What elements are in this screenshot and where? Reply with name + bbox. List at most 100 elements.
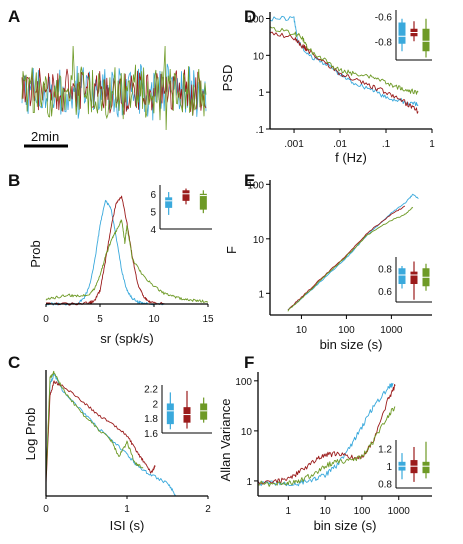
panel-d-y-label: PSD bbox=[220, 65, 235, 92]
panel-c-line-blue bbox=[45, 373, 176, 496]
panel-b-y-label: Prob bbox=[28, 240, 43, 267]
panel-letter-b: B bbox=[8, 171, 20, 190]
panel-e-inset-boxplot: 0.6 0.8 bbox=[378, 257, 432, 303]
panel-letter-f: F bbox=[244, 353, 254, 372]
panel-f-inset-tick-1: 1 bbox=[386, 462, 392, 473]
panel-e-x-label: bin size (s) bbox=[320, 337, 383, 352]
panel-b-x-tick-2: 10 bbox=[148, 314, 160, 325]
panel-f-y-tick-1: 10 bbox=[241, 427, 253, 438]
panel-d-x-label: f (Hz) bbox=[335, 150, 367, 165]
panel-b-lines bbox=[45, 195, 209, 306]
panel-d-inset-tick-1: -0.6 bbox=[375, 12, 393, 23]
panel-b-inset-tick-1: 5 bbox=[150, 207, 156, 218]
panel-e-ticks: 10 100 1000 1 10 100 bbox=[247, 180, 403, 336]
scale-bar-label: 2min bbox=[31, 129, 59, 144]
panel-f-inset-tick-0: 0.8 bbox=[378, 480, 392, 491]
panel-f-x-tick-3: 1000 bbox=[388, 506, 411, 517]
panel-b-x-tick-1: 5 bbox=[97, 314, 103, 325]
panel-b-inset-tick-0: 4 bbox=[150, 225, 156, 236]
panel-d-y-tick-0: .1 bbox=[256, 125, 265, 136]
panel-c-x-ticks: 0 1 2 bbox=[43, 496, 211, 515]
panel-c-line-red bbox=[45, 380, 156, 485]
panel-f-allan-variance: 1 10 100 1000 1 10 100 bin size (s) Allan Vari… bbox=[218, 372, 432, 533]
panel-f-y-tick-0: 1 bbox=[246, 477, 252, 488]
panel-f-inset-tick-2: 1.2 bbox=[378, 445, 392, 456]
panel-e-y-label: F bbox=[224, 246, 239, 254]
panel-c-inset-tick-0: 1.6 bbox=[144, 429, 158, 440]
panel-e-x-tick-1: 100 bbox=[338, 325, 355, 336]
panel-c-x-label: ISI (s) bbox=[110, 518, 145, 533]
panel-a-trace-green bbox=[21, 45, 207, 131]
panel-letter-e: E bbox=[244, 171, 255, 190]
panel-letter-a: A bbox=[8, 7, 20, 26]
panel-b-line-green bbox=[45, 219, 209, 303]
panel-e-x-tick-2: 1000 bbox=[380, 325, 403, 336]
panel-d-x-tick-1: .01 bbox=[333, 139, 347, 150]
panel-d-line-blue bbox=[269, 15, 419, 107]
panel-b-inset-box-green bbox=[199, 193, 207, 210]
panel-c-y-label: Log Prob bbox=[23, 408, 38, 461]
panel-d-x-tick-0: .001 bbox=[284, 139, 304, 150]
panel-c-x-tick-1: 1 bbox=[124, 504, 130, 515]
panel-e-x-tick-0: 10 bbox=[296, 325, 308, 336]
panel-a-traces bbox=[21, 45, 207, 131]
panel-f-inset-boxplot: 0.8 1 1.2 bbox=[378, 440, 432, 491]
panel-e-fano-factor: 10 100 1000 1 10 100 bin size (s) F 0.6 0.8 bbox=[224, 180, 432, 352]
panel-b-line-red bbox=[46, 195, 165, 306]
panel-b-line-blue bbox=[45, 199, 165, 306]
panel-e-y-tick-0: 1 bbox=[258, 289, 264, 300]
panel-e-line-red bbox=[287, 205, 406, 310]
panel-f-line-blue bbox=[257, 382, 394, 487]
panel-e-y-tick-1: 10 bbox=[253, 235, 265, 246]
panel-d-ticks: .001 .01 .1 1 .1 1 10 100 bbox=[247, 14, 435, 150]
panel-a-time-series: 2min bbox=[21, 45, 207, 148]
panel-c-inset-box-blue bbox=[166, 403, 174, 425]
panel-d-x-tick-3: 1 bbox=[429, 139, 435, 150]
panel-c-line-green bbox=[45, 370, 144, 480]
panel-letter-c: C bbox=[8, 353, 20, 372]
panel-letter-d: D bbox=[244, 7, 256, 26]
panel-d-psd: .001 .01 .1 1 .1 1 10 100 f (Hz) PSD -0.8 -0.6 bbox=[220, 10, 435, 165]
panel-f-x-tick-1: 10 bbox=[320, 506, 332, 517]
panel-d-y-tick-1: 1 bbox=[258, 88, 264, 99]
panel-d-x-tick-2: .1 bbox=[382, 139, 391, 150]
panel-d-inset-box-blue bbox=[398, 22, 406, 44]
panel-e-inset-tick-1: 0.8 bbox=[378, 264, 392, 275]
panel-b-inset-boxplot: 4 5 6 bbox=[150, 185, 212, 236]
panel-f-inset-box-green bbox=[422, 461, 430, 474]
panel-c-inset-tick-2: 2 bbox=[152, 399, 158, 410]
panel-b-inset-box-red bbox=[182, 190, 190, 201]
panel-e-lines bbox=[287, 193, 419, 312]
panel-c-inset-tick-3: 2.2 bbox=[144, 385, 158, 396]
panel-c-inset-tick-1: 1.8 bbox=[144, 414, 158, 425]
panel-e-inset-box-red bbox=[410, 271, 418, 284]
panel-d-line-red bbox=[269, 31, 419, 114]
panel-d-y-tick-3: 100 bbox=[247, 14, 264, 25]
panel-f-x-label: bin size (s) bbox=[314, 518, 377, 533]
panel-d-inset-boxplot: -0.8 -0.6 bbox=[375, 10, 432, 61]
panel-b-inset-box-blue bbox=[165, 197, 173, 208]
panel-f-y-label: Allan Variance bbox=[218, 399, 233, 482]
panel-c-isi-distribution: 0 1 2 ISI (s) Log Prob 1.6 1.8 2 2.2 bbox=[23, 370, 212, 533]
panel-d-y-tick-2: 10 bbox=[253, 51, 265, 62]
panel-f-line-red bbox=[257, 383, 396, 485]
panel-b-inset-tick-2: 6 bbox=[150, 190, 156, 201]
panel-c-x-tick-2: 2 bbox=[205, 504, 211, 515]
panel-b-x-tick-0: 0 bbox=[43, 314, 49, 325]
panel-c-inset-box-green bbox=[200, 403, 208, 420]
panel-b-x-tick-3: 15 bbox=[202, 314, 214, 325]
panel-f-ticks: 1 10 100 1000 1 10 100 bbox=[235, 377, 410, 517]
panel-b-rate-histogram: 0 5 10 15 sr (spk/s) Prob 4 5 6 bbox=[28, 185, 214, 346]
panel-f-x-tick-0: 1 bbox=[286, 506, 292, 517]
panel-c-inset-boxplot: 1.6 1.8 2 2.2 bbox=[144, 385, 212, 440]
panel-b-x-label: sr (spk/s) bbox=[100, 331, 153, 346]
panel-c-lines bbox=[45, 370, 176, 496]
panel-e-y-tick-2: 100 bbox=[247, 180, 264, 191]
panel-d-inset-tick-0: -0.8 bbox=[375, 37, 393, 48]
panel-f-lines bbox=[257, 382, 396, 487]
panel-e-inset-box-blue bbox=[398, 268, 406, 284]
panel-f-x-tick-2: 100 bbox=[354, 506, 371, 517]
panel-f-y-tick-2: 100 bbox=[235, 377, 252, 388]
panel-b-x-ticks: 0 5 10 15 bbox=[43, 304, 214, 325]
